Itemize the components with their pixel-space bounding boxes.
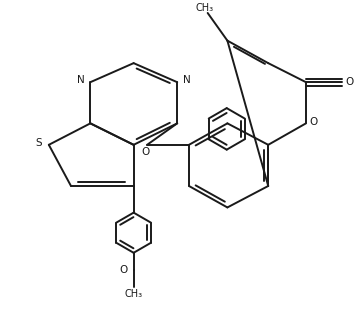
Text: O: O bbox=[120, 265, 128, 275]
Text: O: O bbox=[345, 77, 353, 87]
Text: N: N bbox=[183, 75, 191, 85]
Text: O: O bbox=[309, 117, 318, 127]
Text: S: S bbox=[36, 138, 43, 148]
Text: O: O bbox=[141, 147, 150, 157]
Text: CH₃: CH₃ bbox=[196, 3, 214, 13]
Text: CH₃: CH₃ bbox=[125, 289, 143, 299]
Text: N: N bbox=[77, 75, 84, 85]
